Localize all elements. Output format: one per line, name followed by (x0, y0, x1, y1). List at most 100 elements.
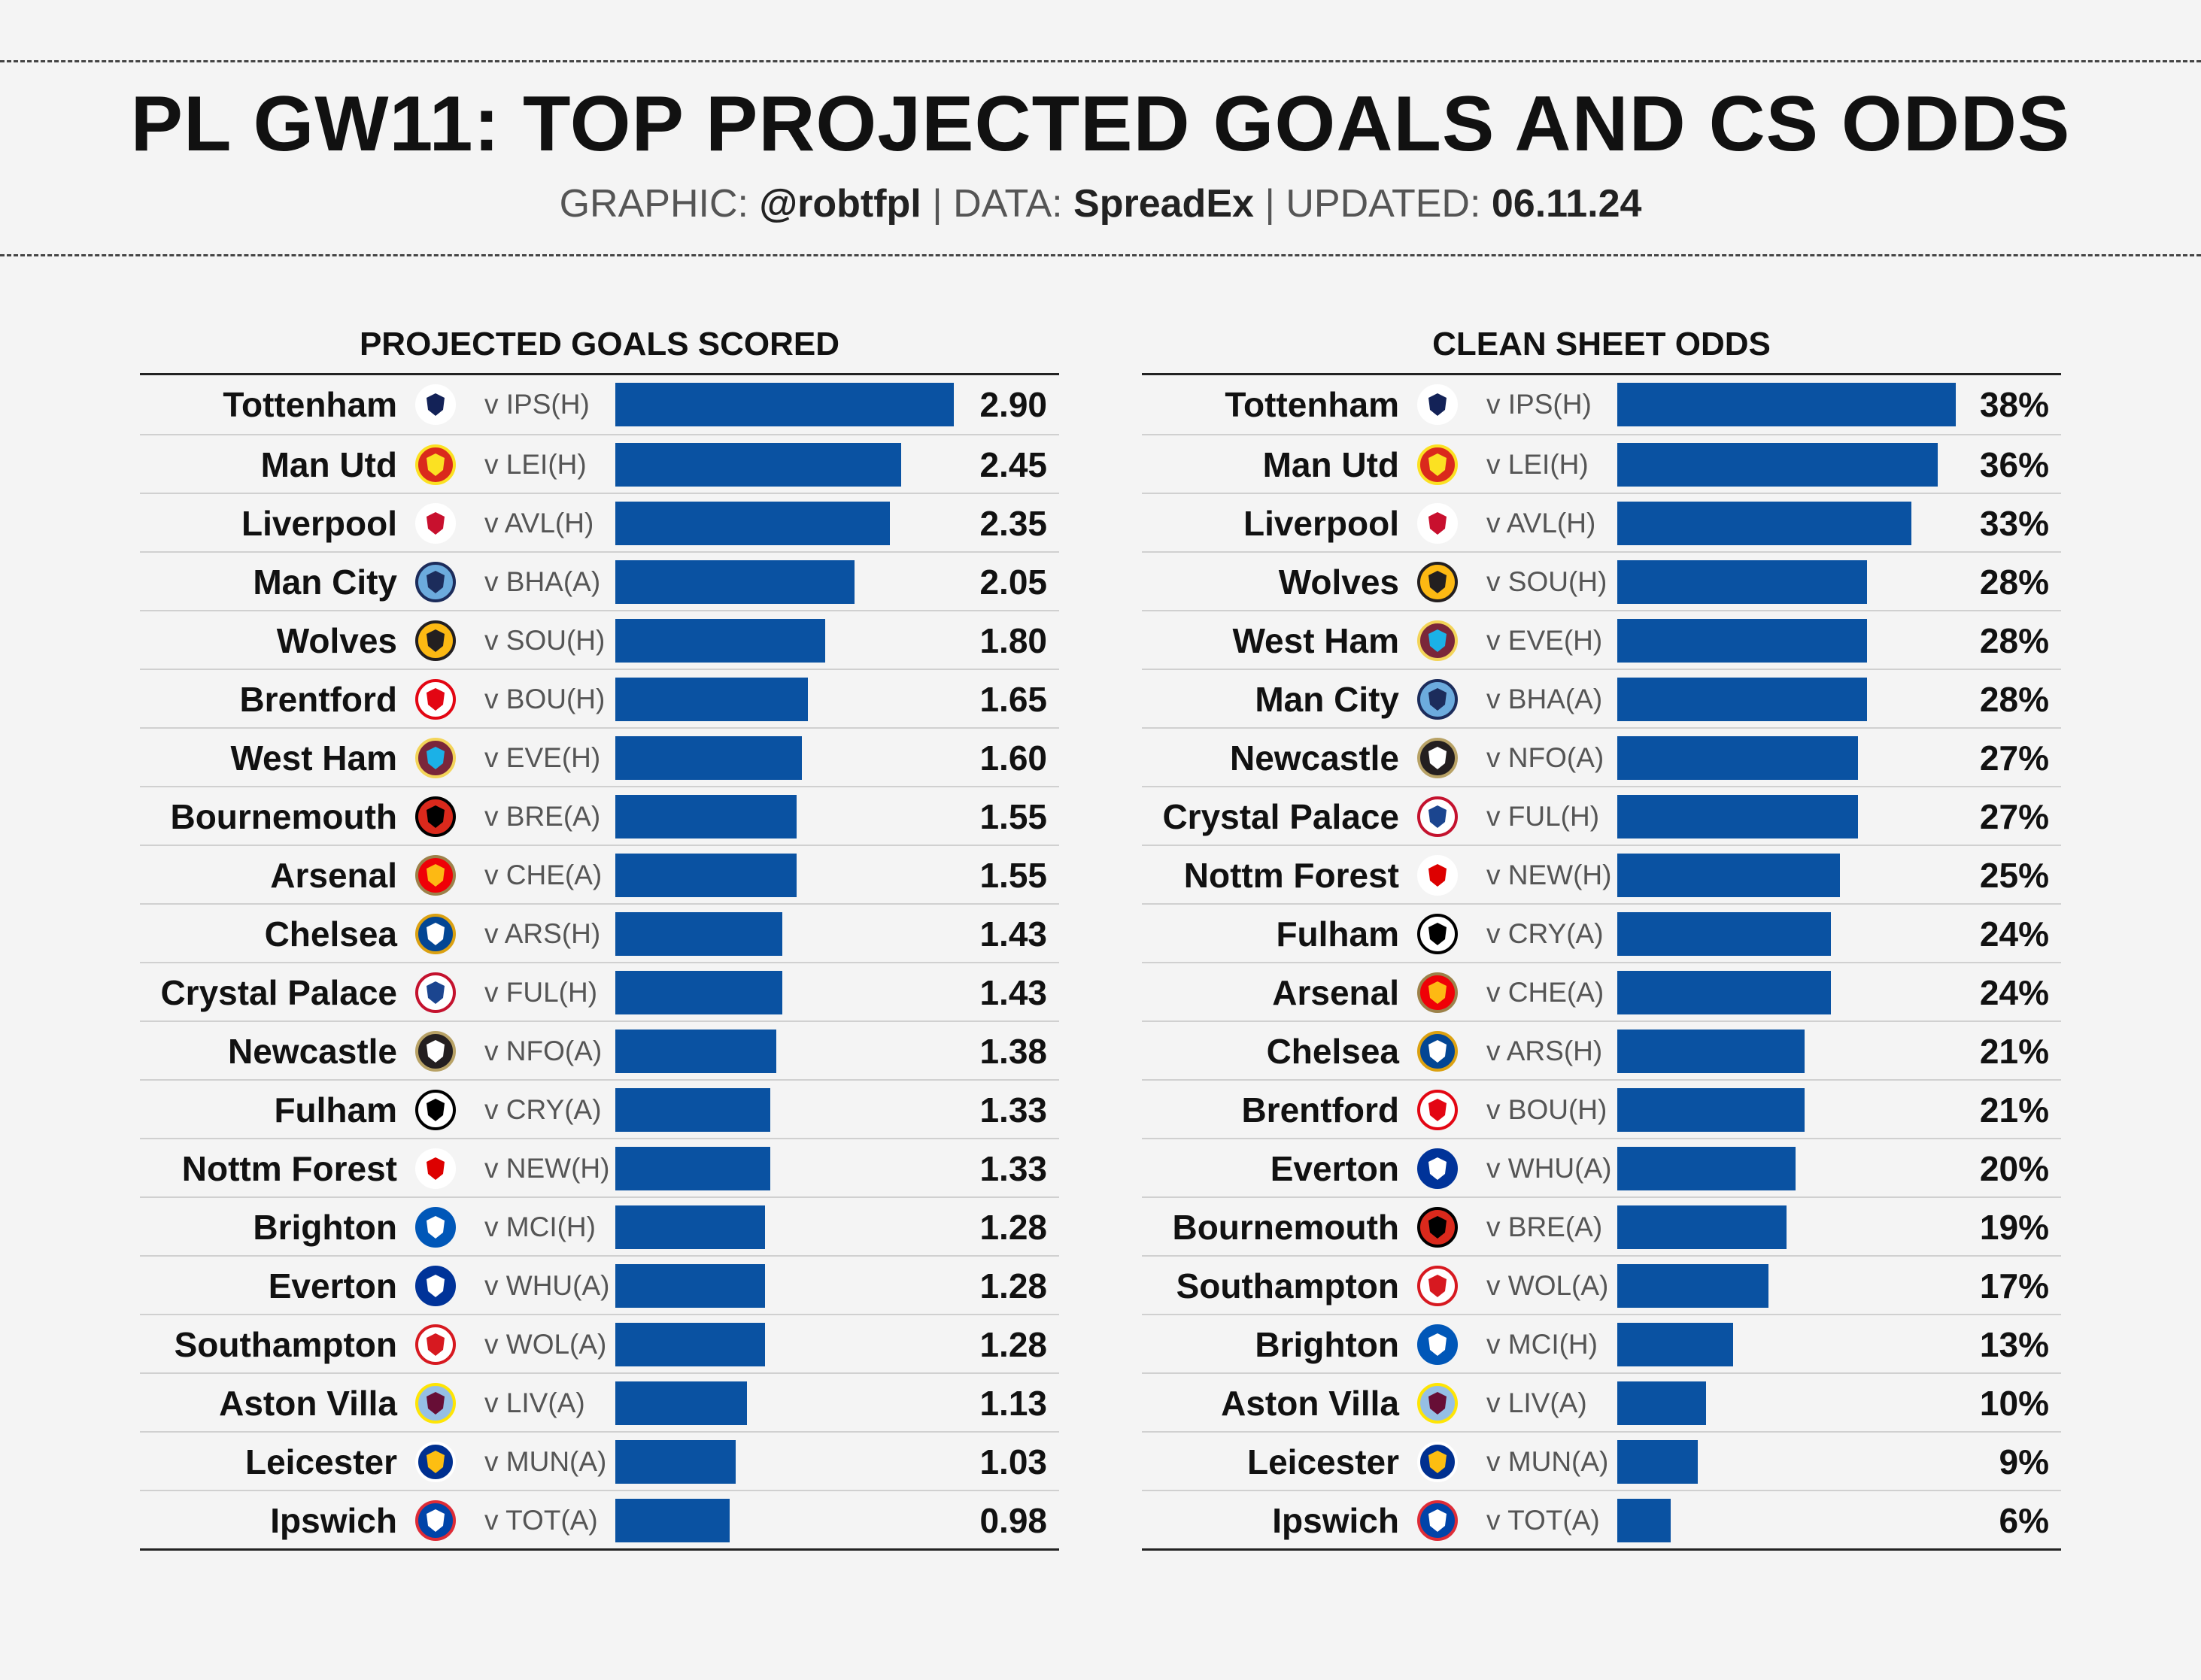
team-label: Wolves (1278, 563, 1399, 602)
crystal-palace-crest-icon (415, 972, 456, 1013)
team-label: Ipswich (1272, 1501, 1399, 1540)
team-label: Tottenham (223, 385, 397, 424)
bar (615, 1499, 730, 1542)
team-label: Southampton (1176, 1266, 1399, 1305)
fixture-label: v MUN(A) (1486, 1446, 1609, 1477)
west-ham-crest-icon (1417, 620, 1458, 661)
fixture-label: v BHA(A) (1486, 684, 1603, 714)
fixture-label: v WOL(A) (1486, 1270, 1609, 1301)
bar (1617, 1264, 1768, 1308)
chart-row: Ipswich v TOT(A) 0.98 (140, 1490, 1059, 1548)
fixture-label: v CRY(A) (1486, 918, 1604, 949)
newcastle-crest-icon (415, 1031, 456, 1072)
chart-row: Leicester v MUN(A) 9% (1142, 1431, 2061, 1490)
value-label: 1.38 (979, 1032, 1047, 1071)
man-utd-crest-icon (415, 444, 456, 485)
team-label: Leicester (1246, 1442, 1399, 1481)
bar (615, 736, 802, 780)
chart-row: Brighton v MCI(H) 1.28 (140, 1196, 1059, 1255)
chelsea-crest-icon (415, 914, 456, 954)
data-source: SpreadEx (1073, 182, 1254, 226)
chart-row: Ipswich v TOT(A) 6% (1142, 1490, 2061, 1548)
chart-row: Southampton v WOL(A) 17% (1142, 1255, 2061, 1314)
fixture-label: v BRE(A) (484, 801, 601, 832)
projected-goals-rows: Tottenham v IPS(H) 2.90 Man Utd v LEI(H) 2.45… (140, 373, 1059, 1551)
team-label: West Ham (1232, 621, 1399, 660)
bar (1617, 502, 1911, 545)
liverpool-crest-icon (1417, 503, 1458, 544)
ipswich-crest-icon (1417, 1500, 1458, 1541)
leicester-crest-icon (415, 1442, 456, 1482)
fixture-label: v MCI(H) (1486, 1329, 1598, 1360)
bar (1617, 1440, 1698, 1484)
fixture-label: v LIV(A) (1486, 1387, 1587, 1418)
fixture-label: v CHE(A) (1486, 977, 1604, 1008)
chart-row: West Ham v EVE(H) 1.60 (140, 727, 1059, 786)
bottom-dashed-rule (0, 254, 2201, 256)
chart-row: Bournemouth v BRE(A) 19% (1142, 1196, 2061, 1255)
team-label: Nottm Forest (1183, 856, 1399, 895)
value-label: 1.03 (979, 1442, 1047, 1481)
team-label: Chelsea (1266, 1032, 1399, 1071)
nottm-forest-crest-icon (415, 1148, 456, 1189)
top-dashed-rule (0, 60, 2201, 62)
team-label: Crystal Palace (160, 973, 397, 1012)
value-label: 36% (1979, 445, 2049, 484)
fixture-label: v TOT(A) (484, 1505, 598, 1536)
man-city-crest-icon (415, 562, 456, 602)
bar (615, 1440, 736, 1484)
chart-row: Man City v BHA(A) 2.05 (140, 551, 1059, 610)
panel-title: CLEAN SHEET ODDS (1432, 326, 1771, 362)
chelsea-crest-icon (1417, 1031, 1458, 1072)
bar (1617, 383, 1956, 426)
fixture-label: v LIV(A) (484, 1387, 585, 1418)
team-label: Ipswich (270, 1501, 397, 1540)
value-label: 1.80 (979, 621, 1047, 660)
bar (615, 443, 901, 487)
chart-row: Crystal Palace v FUL(H) 1.43 (140, 962, 1059, 1020)
fixture-label: v MUN(A) (484, 1446, 607, 1477)
team-label: Brighton (1255, 1325, 1399, 1364)
value-label: 17% (1979, 1266, 2049, 1305)
chart-row: Chelsea v ARS(H) 1.43 (140, 903, 1059, 962)
team-label: Tottenham (1225, 385, 1399, 424)
chart-row: Newcastle v NFO(A) 1.38 (140, 1020, 1059, 1079)
team-label: Liverpool (1243, 504, 1399, 543)
fixture-label: v IPS(H) (1486, 389, 1592, 420)
bar (615, 971, 782, 1014)
chart-row: Aston Villa v LIV(A) 1.13 (140, 1372, 1059, 1431)
chart-row: Brentford v BOU(H) 1.65 (140, 669, 1059, 727)
data-label: DATA: (953, 182, 1063, 226)
chart-row: Liverpool v AVL(H) 33% (1142, 493, 2061, 551)
bar (1617, 736, 1858, 780)
chart-row: Tottenham v IPS(H) 2.90 (140, 375, 1059, 434)
tottenham-crest-icon (1417, 384, 1458, 425)
brentford-crest-icon (1417, 1090, 1458, 1130)
fixture-label: v TOT(A) (1486, 1505, 1600, 1536)
ipswich-crest-icon (415, 1500, 456, 1541)
brighton-crest-icon (1417, 1324, 1458, 1365)
bar (1617, 1030, 1805, 1073)
value-label: 21% (1979, 1090, 2049, 1130)
value-label: 1.28 (979, 1266, 1047, 1305)
team-label: Leicester (244, 1442, 397, 1481)
team-label: Everton (268, 1266, 397, 1305)
fixture-label: v ARS(H) (484, 918, 601, 949)
fixture-label: v WHU(A) (1486, 1153, 1612, 1184)
value-label: 1.33 (979, 1149, 1047, 1188)
chart-row: Man Utd v LEI(H) 36% (1142, 434, 2061, 493)
chart-row: Southampton v WOL(A) 1.28 (140, 1314, 1059, 1372)
liverpool-crest-icon (415, 503, 456, 544)
team-label: Nottm Forest (181, 1149, 397, 1188)
everton-crest-icon (415, 1266, 456, 1306)
bar (615, 854, 797, 897)
value-label: 25% (1979, 856, 2049, 895)
value-label: 1.65 (979, 680, 1047, 719)
team-label: Brighton (253, 1208, 397, 1247)
fixture-label: v NFO(A) (484, 1036, 603, 1066)
chart-row: Leicester v MUN(A) 1.03 (140, 1431, 1059, 1490)
fixture-label: v BOU(H) (484, 684, 606, 714)
page-subtitle: GRAPHIC: @robtfpl | DATA: SpreadEx | UPD… (0, 174, 2201, 233)
fulham-crest-icon (415, 1090, 456, 1130)
fixture-label: v SOU(H) (1486, 566, 1607, 597)
